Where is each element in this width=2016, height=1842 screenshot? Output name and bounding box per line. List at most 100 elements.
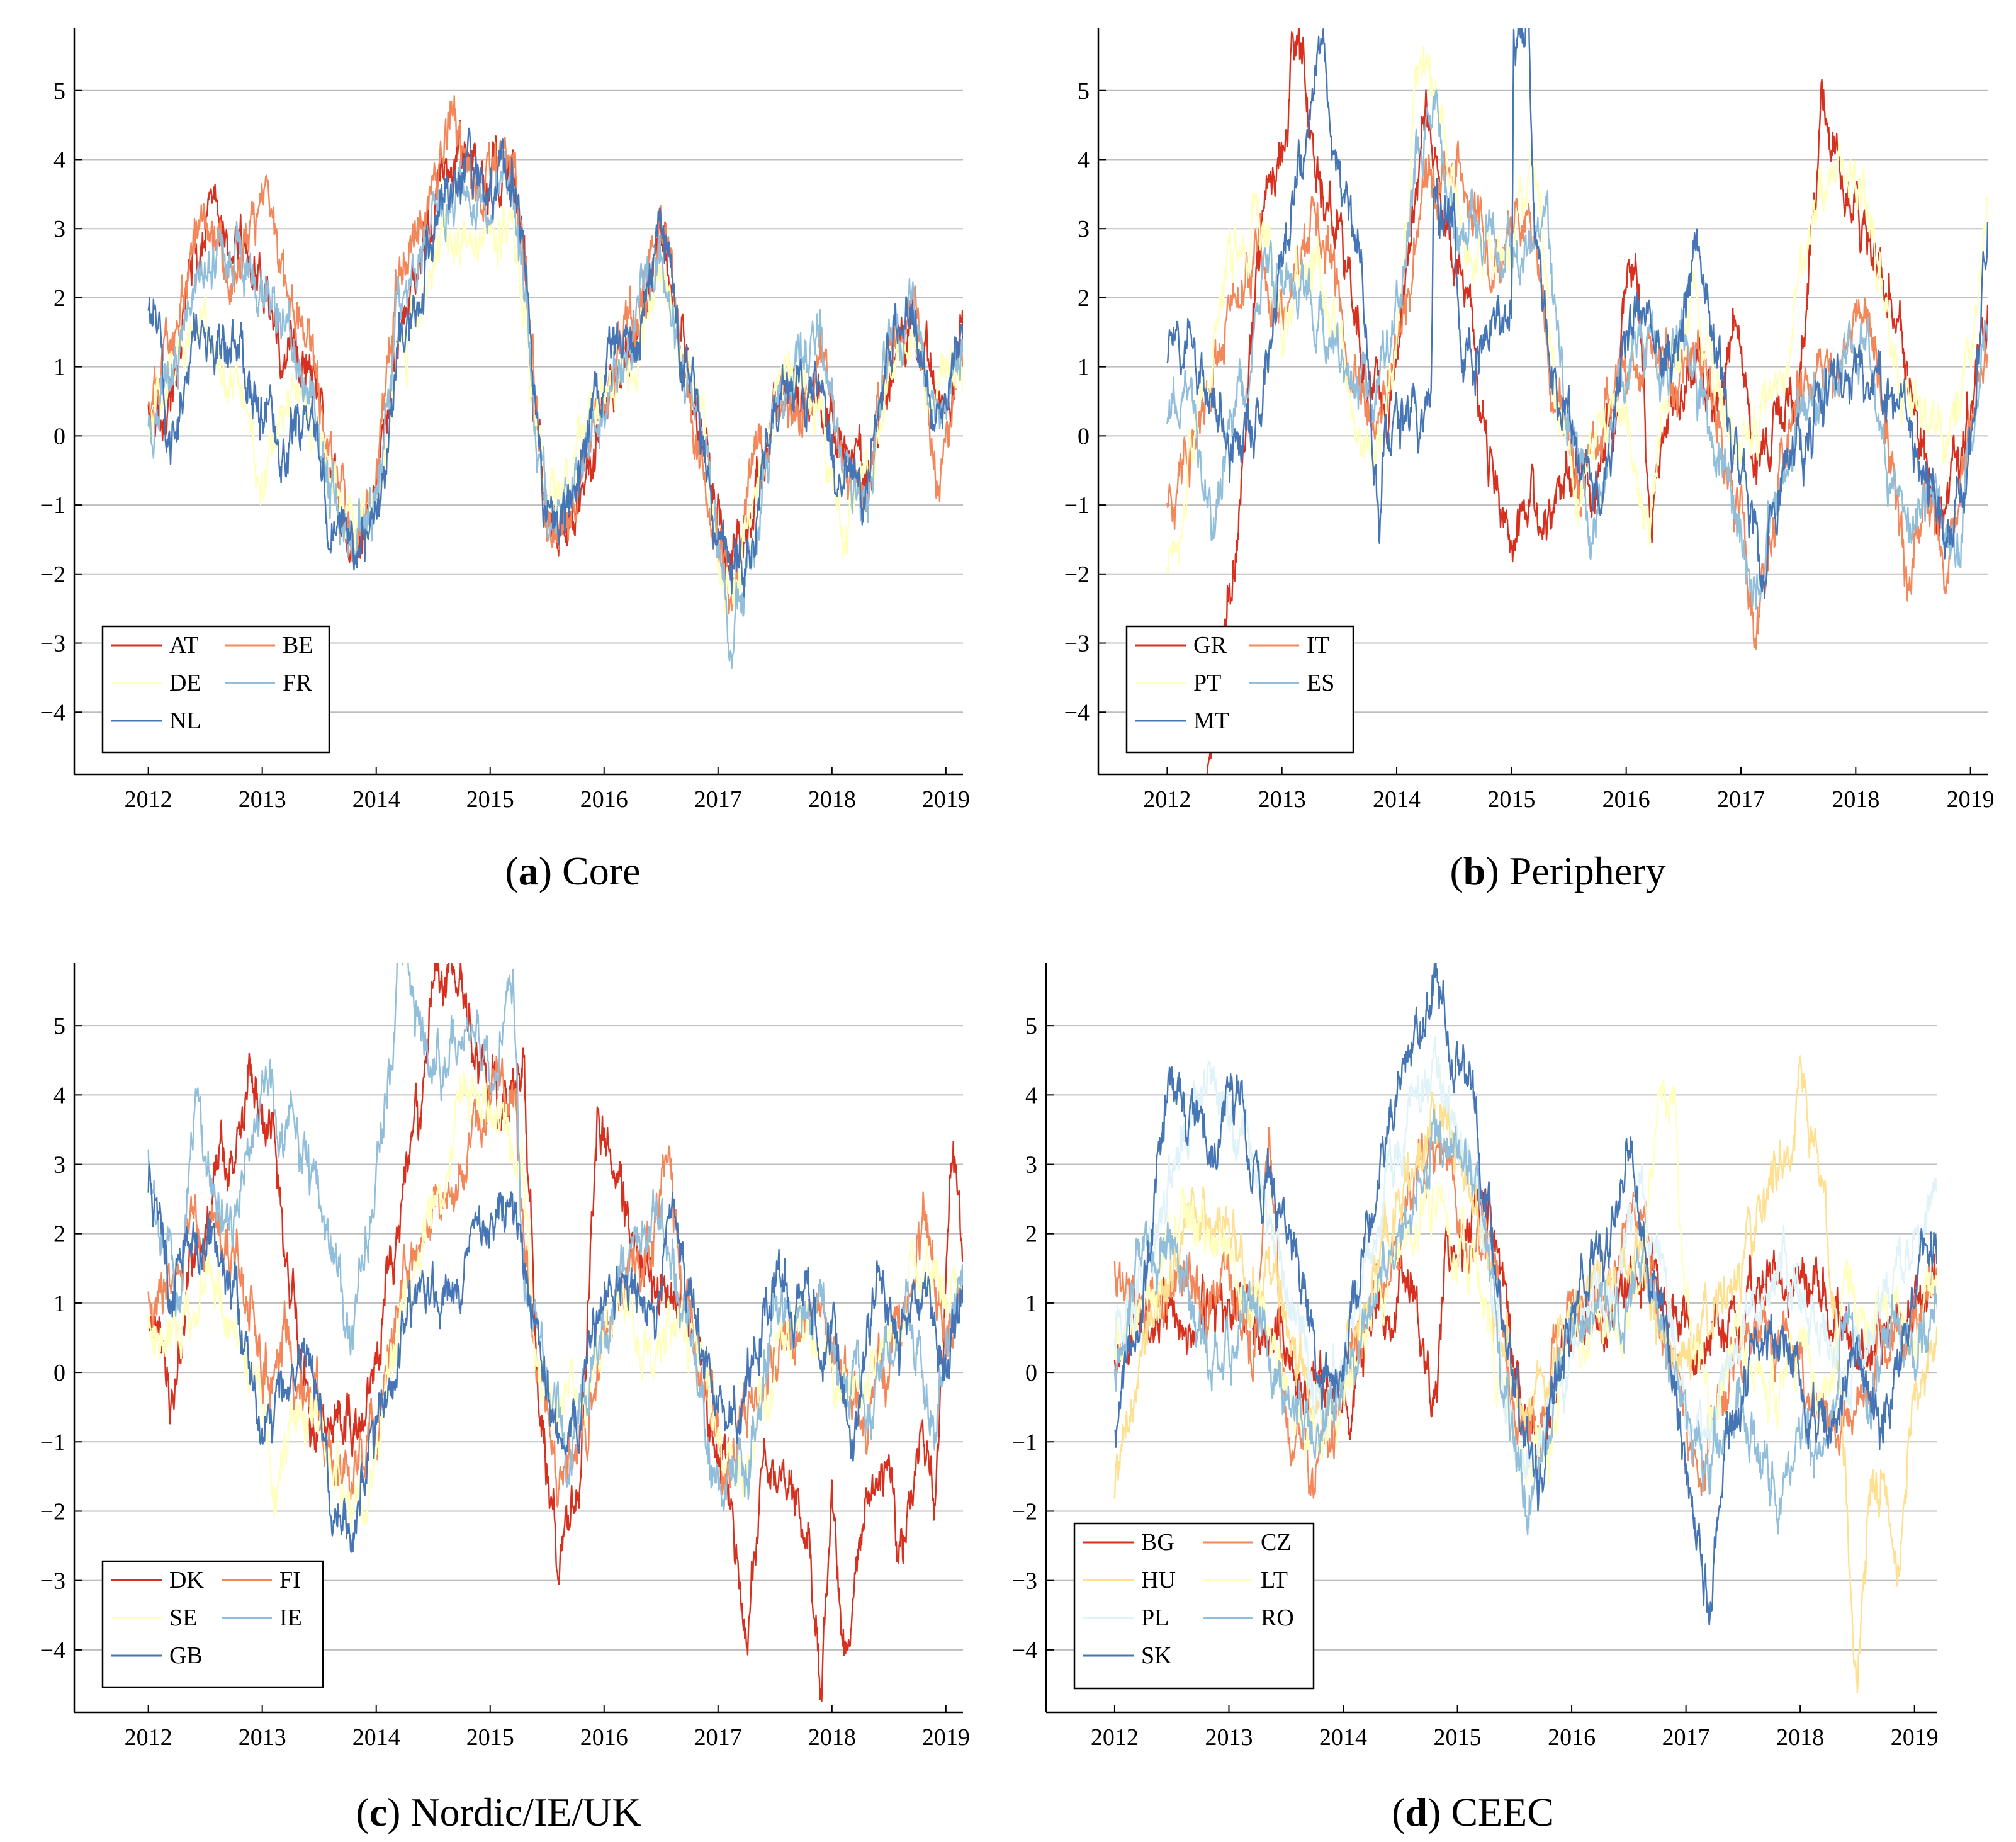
y-tick-label: −2 [1012, 1498, 1037, 1525]
legend-label-gr: GR [1193, 632, 1227, 658]
caption-letter: a [519, 849, 539, 893]
panel-caption: (a) Core [505, 849, 640, 893]
y-tick-label: 0 [1078, 423, 1090, 449]
x-tick-label: 2013 [239, 786, 286, 813]
series-line-ro [1113, 1108, 1937, 1535]
y-tick-label: 5 [53, 78, 65, 105]
series-line-pt [1166, 45, 1988, 574]
y-tick-label: 3 [1025, 1152, 1037, 1178]
x-tick-label: 2019 [1891, 1724, 1939, 1751]
x-tick-label: 2016 [580, 1724, 628, 1751]
legend-label-mt: MT [1193, 708, 1229, 734]
y-tick-label: 1 [1078, 354, 1090, 381]
x-tick-label: 2015 [1487, 786, 1535, 813]
legend-label-ie: IE [279, 1605, 302, 1631]
x-tick-label: 2017 [694, 786, 742, 813]
y-tick-label: −3 [40, 1568, 65, 1595]
y-tick-label: −3 [1064, 631, 1090, 657]
x-tick-label: 2015 [466, 1724, 514, 1751]
x-tick-label: 2014 [1373, 786, 1421, 813]
legend-label-pt: PT [1193, 670, 1221, 696]
y-tick-label: 3 [53, 216, 65, 242]
series-line-se [147, 1071, 963, 1532]
x-tick-label: 2019 [922, 786, 970, 813]
x-tick-label: 2014 [352, 1724, 400, 1751]
legend-label-ro: RO [1261, 1605, 1294, 1631]
x-tick-label: 2017 [1662, 1724, 1710, 1751]
caption-letter: c [369, 1790, 387, 1834]
series-line-mt [1166, 28, 1988, 599]
series-line-nl [147, 127, 963, 598]
x-tick-label: 2016 [1602, 786, 1650, 813]
caption-letter: b [1463, 849, 1486, 893]
series-group [147, 95, 963, 669]
series-line-sk [1113, 963, 1937, 1626]
legend-label-fr: FR [283, 670, 312, 696]
y-tick-label: 0 [53, 423, 65, 449]
series-group [1113, 963, 1937, 1693]
y-tick-label: −2 [40, 1498, 65, 1525]
legend: GR IT PT ES MT [1125, 625, 1354, 754]
legend-label-es: ES [1307, 670, 1334, 696]
legend-label-gb: GB [169, 1642, 203, 1669]
y-tick-label: 5 [1025, 1013, 1037, 1039]
panel-nordic-ie-uk: −4 −3 −2 −1 0 1 2 3 4 5 2012 2013 2014 2015 2016 2017 20… [40, 963, 970, 1834]
x-tick-label: 2015 [1434, 1724, 1482, 1751]
y-tick-label: −3 [40, 631, 65, 657]
y-tick-label: 1 [53, 354, 65, 381]
y-tick-label: 4 [1025, 1082, 1037, 1109]
x-tick-label: 2015 [466, 786, 514, 813]
legend: BG CZ HU LT PL RO SK [1073, 1522, 1315, 1690]
x-tick-label: 2019 [922, 1724, 970, 1751]
legend: DK FI SE IE GB [101, 1560, 324, 1688]
panel-caption: (d) CEEC [1392, 1790, 1554, 1834]
y-tick-label: 0 [1025, 1360, 1037, 1386]
y-tick-label: 1 [1025, 1291, 1037, 1317]
x-tick-label: 2018 [1776, 1724, 1824, 1751]
y-tick-label: 2 [1025, 1221, 1037, 1248]
y-tick-label: −4 [40, 1637, 65, 1664]
x-tick-label: 2012 [1091, 1724, 1139, 1751]
y-tick-label: −1 [1012, 1429, 1037, 1455]
legend-label-dk: DK [169, 1567, 204, 1593]
caption-letter: d [1405, 1790, 1428, 1834]
panel-ceec: −4 −3 −2 −1 0 1 2 3 4 5 2012 2013 2014 2015 2016 2017 20… [1012, 963, 1939, 1834]
legend: AT BE DE FR NL [101, 625, 330, 754]
series-line-gb [147, 1163, 963, 1553]
y-tick-label: 5 [53, 1013, 65, 1039]
series-line-de [147, 204, 963, 615]
series-line-pl [1113, 1036, 1937, 1484]
legend-label-fi: FI [279, 1567, 301, 1593]
x-tick-label: 2014 [352, 786, 400, 813]
legend-label-de: DE [169, 670, 201, 696]
legend-label-nl: NL [169, 708, 201, 734]
panel-caption: (b) Periphery [1450, 849, 1665, 893]
y-tick-label: 0 [53, 1360, 65, 1386]
y-tick-label: 4 [1078, 147, 1090, 173]
y-tick-label: −1 [1064, 492, 1090, 519]
x-tick-label: 2012 [125, 786, 172, 813]
legend-label-se: SE [169, 1605, 197, 1631]
y-tick-label: 3 [53, 1152, 65, 1178]
x-tick-label: 2016 [1548, 1724, 1596, 1751]
y-tick-label: −2 [40, 562, 65, 588]
y-tick-label: 2 [53, 285, 65, 312]
panel-caption: (c) Nordic/IE/UK [356, 1790, 641, 1834]
x-tick-label: 2017 [694, 1724, 742, 1751]
x-tick-label: 2019 [1947, 786, 1995, 813]
legend-label-pl: PL [1141, 1605, 1169, 1631]
series-line-fr [147, 150, 963, 669]
x-tick-label: 2013 [1205, 1724, 1253, 1751]
series-line-es [1166, 89, 1988, 610]
series-line-lt [1113, 1079, 1937, 1484]
legend-label-cz: CZ [1261, 1529, 1292, 1556]
panel-core: −4 −3 −2 −1 0 1 2 3 4 5 2012 2013 2014 2015 2016 2017 20… [40, 28, 970, 893]
x-tick-label: 2016 [580, 786, 628, 813]
x-tick-label: 2018 [808, 1724, 856, 1751]
caption-text: Periphery [1509, 849, 1666, 893]
legend-label-bg: BG [1141, 1529, 1174, 1556]
y-tick-label: 2 [53, 1221, 65, 1248]
y-tick-label: 2 [1078, 285, 1090, 312]
legend-label-be: BE [283, 632, 313, 658]
